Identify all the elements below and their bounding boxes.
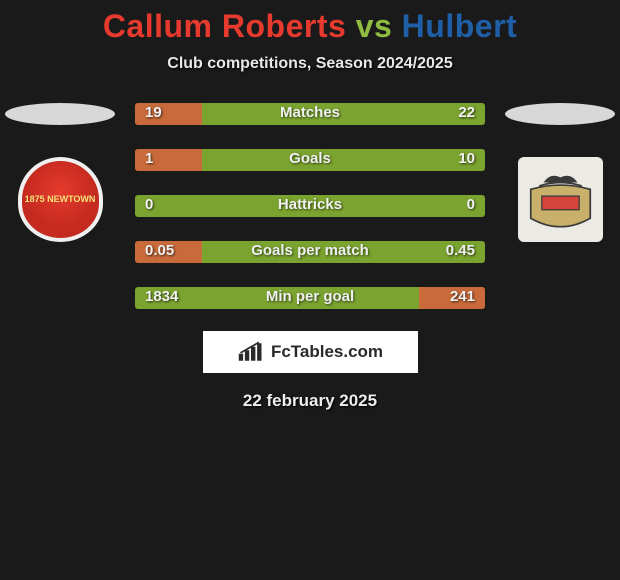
subtitle: Club competitions, Season 2024/2025 — [0, 55, 620, 73]
player-left-name: Callum Roberts — [103, 8, 346, 44]
player-right-column — [500, 103, 620, 242]
vs-separator: vs — [356, 8, 393, 44]
player-left-silhouette — [5, 103, 115, 125]
player-right-name: Hulbert — [402, 8, 518, 44]
crest-left-text: 1875 NEWTOWN — [25, 195, 96, 205]
stat-bars: 1922Matches 110Goals 00Hattricks 0.050.45Go… — [135, 103, 485, 309]
stat-row: 0.050.45Goals per match — [135, 241, 485, 263]
stat-row: 1834241Min per goal — [135, 287, 485, 309]
stat-row: 1922Matches — [135, 103, 485, 125]
stat-row: 110Goals — [135, 149, 485, 171]
stat-label: Hattricks — [135, 196, 485, 213]
crest-right-icon — [518, 157, 603, 242]
watermark-text: FcTables.com — [271, 342, 383, 362]
club-crest-right — [518, 157, 603, 242]
stat-label: Goals — [135, 150, 485, 167]
stat-row: 00Hattricks — [135, 195, 485, 217]
club-crest-left: 1875 NEWTOWN — [18, 157, 103, 242]
page-title: Callum Roberts vs Hulbert — [0, 0, 620, 45]
date-line: 22 february 2025 — [0, 391, 620, 411]
player-left-column: 1875 NEWTOWN — [0, 103, 120, 242]
stat-label: Min per goal — [135, 288, 485, 305]
watermark: FcTables.com — [203, 331, 418, 373]
stat-label: Goals per match — [135, 242, 485, 259]
chart-icon — [237, 341, 265, 363]
player-right-silhouette — [505, 103, 615, 125]
stat-label: Matches — [135, 104, 485, 121]
